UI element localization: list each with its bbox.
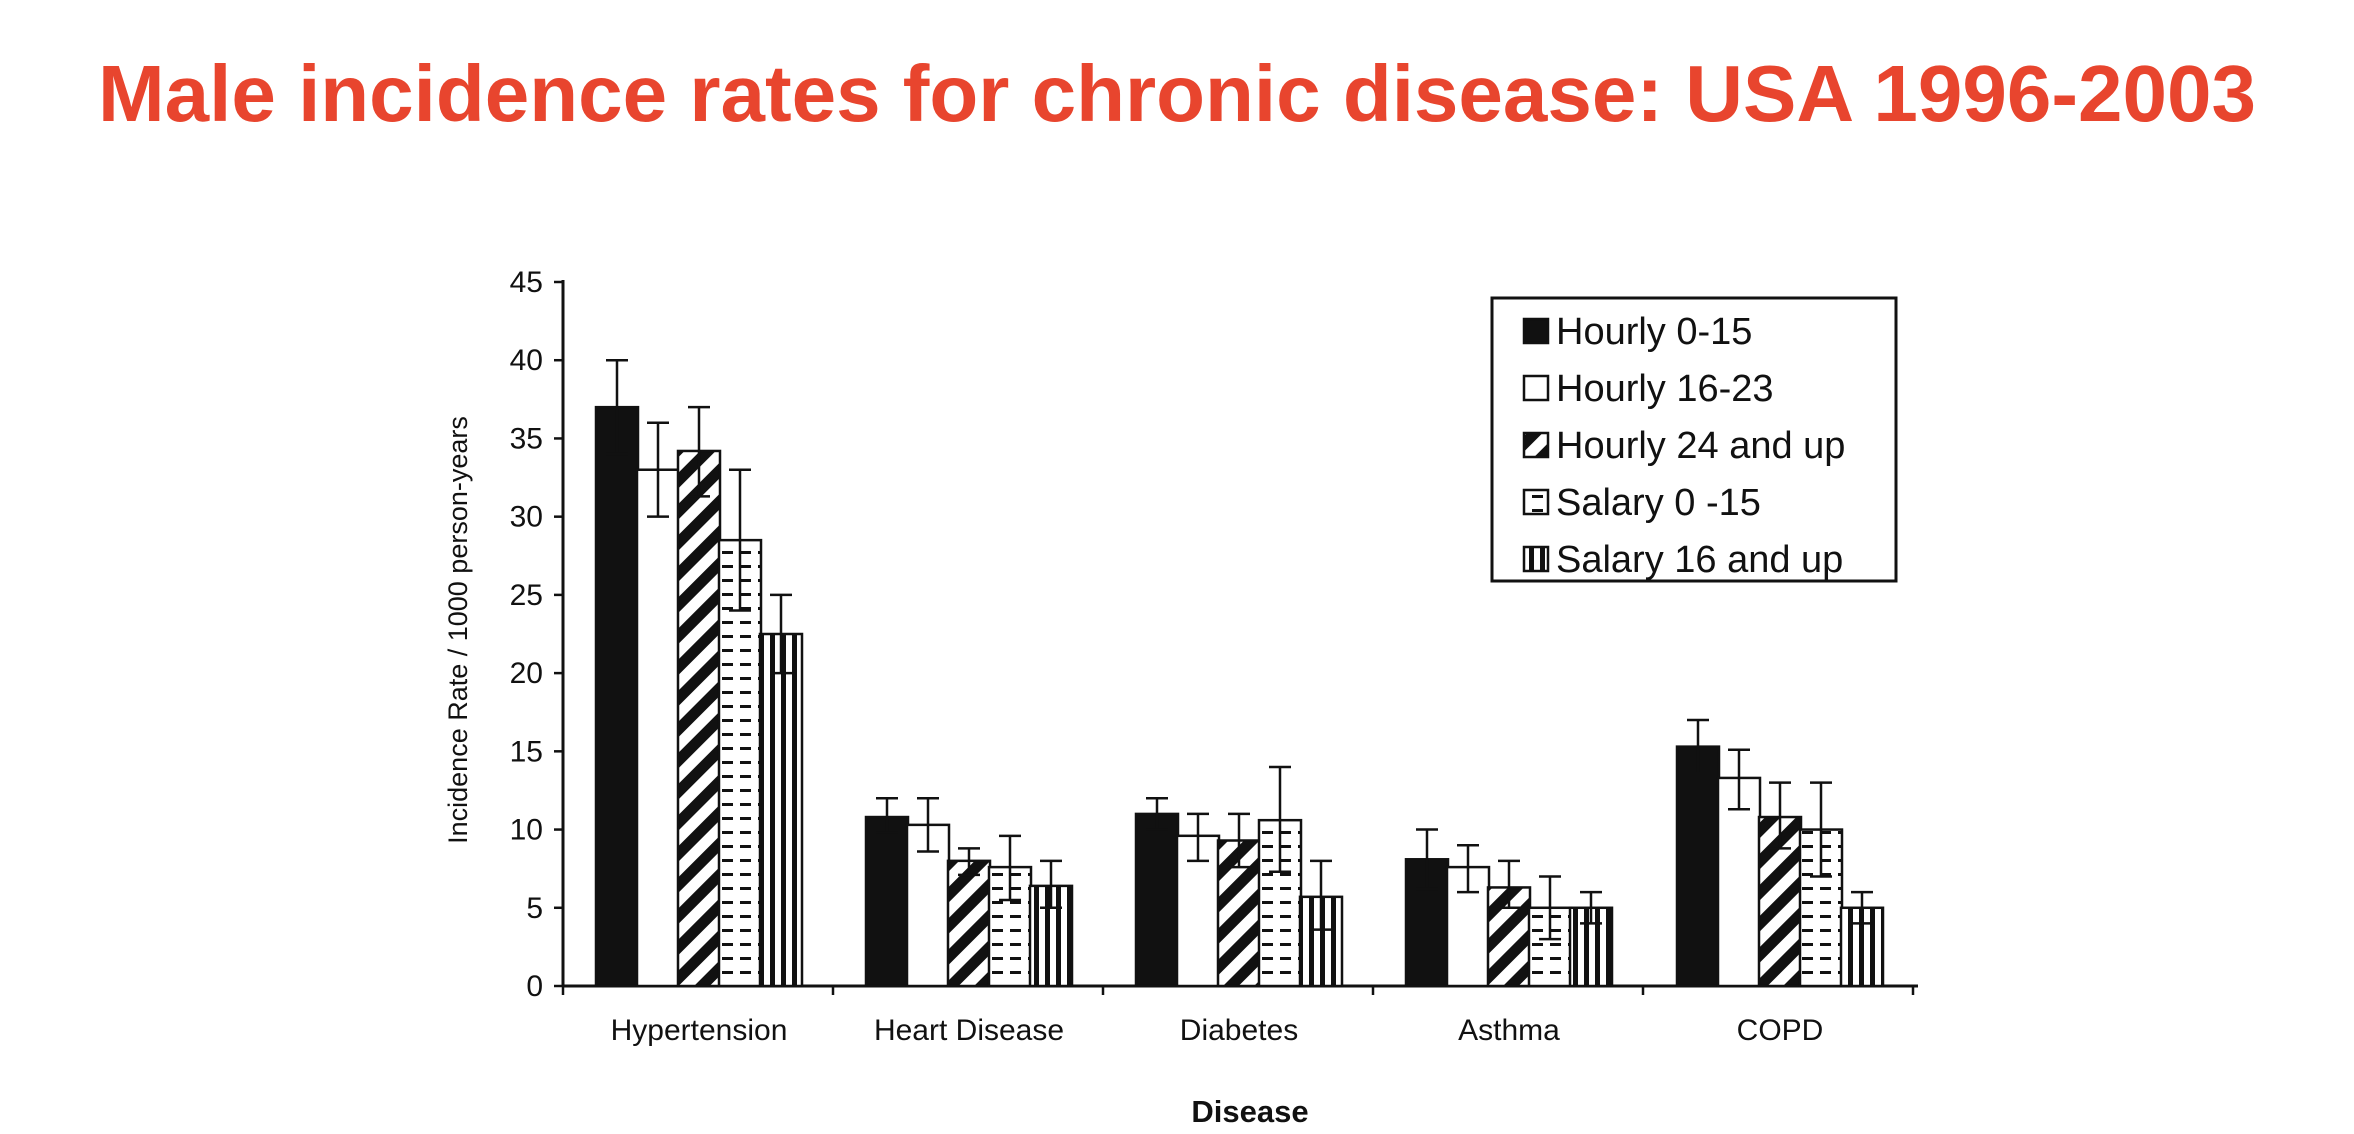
bar — [946, 859, 992, 988]
legend-swatch — [1522, 374, 1550, 402]
y-tick-label: 25 — [510, 579, 543, 612]
legend-label: Hourly 0-15 — [1556, 311, 1752, 353]
legend-label: Hourly 16-23 — [1556, 368, 1774, 410]
y-tick-label: 45 — [510, 266, 543, 299]
y-tick-label: 20 — [510, 657, 543, 690]
x-tick-label: Hypertension — [611, 1014, 788, 1047]
x-axis-title: Disease — [1191, 1094, 1308, 1129]
y-axis-title: Incidence Rate / 1000 person-years — [443, 416, 473, 844]
y-tick-label: 5 — [526, 892, 543, 925]
x-tick-label: Diabetes — [1180, 1014, 1298, 1047]
legend-swatch — [1522, 545, 1550, 573]
x-tick-label: Heart Disease — [874, 1014, 1064, 1047]
plot-area: 0 5 10 15 20 25 30 35 40 45 Hypertension Heart Dise… — [510, 266, 1918, 1047]
bar — [676, 449, 722, 988]
bar — [1134, 812, 1180, 988]
legend-label: Salary 0 -15 — [1556, 482, 1761, 524]
y-tick-label: 35 — [510, 422, 543, 455]
bar — [864, 815, 910, 988]
legend-swatch — [1522, 431, 1550, 459]
x-tick-label: COPD — [1737, 1014, 1824, 1047]
y-tick-label: 15 — [510, 735, 543, 768]
legend-label: Hourly 24 and up — [1556, 425, 1845, 467]
bar — [717, 538, 763, 988]
bar — [758, 632, 804, 988]
bar — [635, 468, 681, 988]
y-tick-label: 40 — [510, 344, 543, 377]
bar — [594, 405, 640, 988]
legend-label: Salary 16 and up — [1556, 539, 1843, 581]
y-tick-label: 30 — [510, 501, 543, 534]
legend-swatch — [1522, 317, 1550, 345]
y-tick-label: 0 — [526, 970, 543, 1003]
chart-legend: Hourly 0-15 Hourly 16-23 Hourly 24 and up S… — [1490, 296, 1898, 583]
x-tick-label: Asthma — [1458, 1014, 1560, 1047]
y-tick-label: 10 — [510, 814, 543, 847]
bar — [1716, 776, 1762, 988]
bar — [1675, 745, 1721, 988]
legend-box — [1490, 296, 1898, 583]
slide-title: Male incidence rates for chronic disease… — [97, 49, 2256, 138]
legend-swatch — [1522, 488, 1550, 516]
